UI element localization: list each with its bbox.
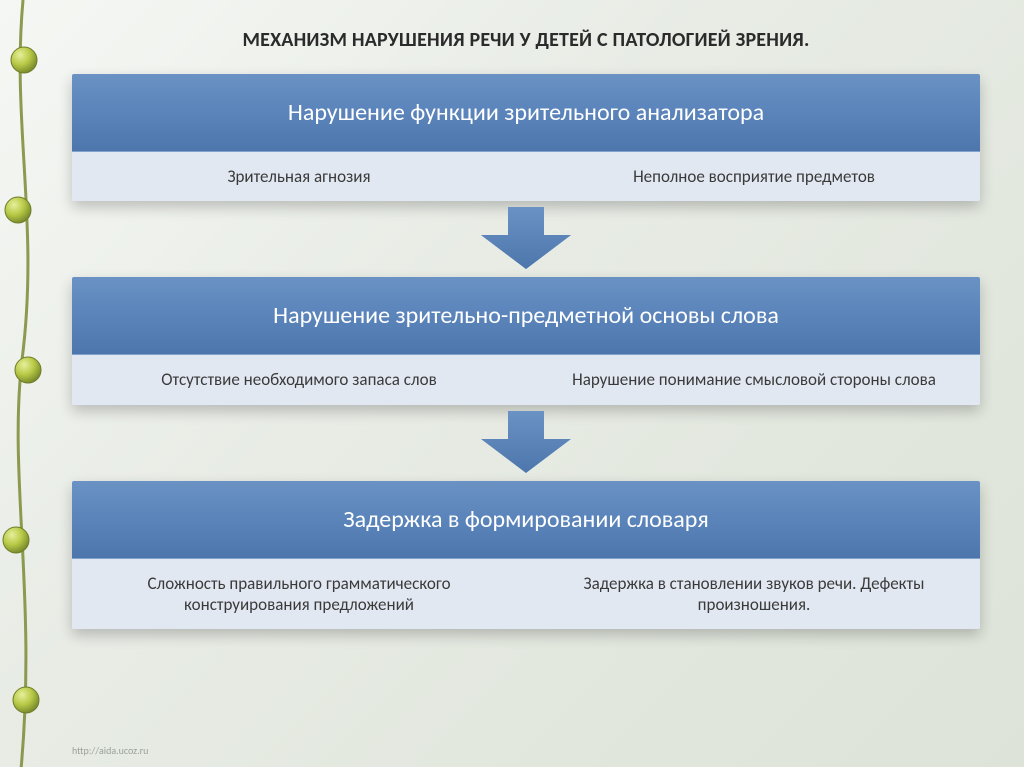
block-subrow-2: Отсутствие необходимого запаса слов Нару… bbox=[72, 355, 980, 404]
slide: МЕХАНИЗМ НАРУШЕНИЯ РЕЧИ У ДЕТЕЙ С ПАТОЛО… bbox=[0, 0, 1024, 767]
sub-cell-2a: Отсутствие необходимого запаса слов bbox=[72, 355, 526, 404]
sub-cell-3b: Задержка в становлении звуков речи. Дефе… bbox=[526, 559, 980, 630]
block-header-2: Нарушение зрительно-предметной основы сл… bbox=[72, 277, 980, 355]
block-subrow-3: Сложность правильного грамматического ко… bbox=[72, 559, 980, 630]
arrow-2 bbox=[72, 411, 980, 473]
page-title: МЕХАНИЗМ НАРУШЕНИЯ РЕЧИ У ДЕТЕЙ С ПАТОЛО… bbox=[72, 28, 980, 52]
down-arrow-icon bbox=[481, 207, 571, 269]
down-arrow-icon bbox=[481, 411, 571, 473]
sub-cell-1b: Неполное восприятие предметов bbox=[526, 152, 980, 201]
arrow-1 bbox=[72, 207, 980, 269]
footer-credit: http://aida.ucoz.ru bbox=[72, 744, 148, 757]
block-header-3: Задержка в формировании словаря bbox=[72, 481, 980, 559]
block-header-1: Нарушение функции зрительного анализатор… bbox=[72, 74, 980, 152]
sub-cell-2b: Нарушение понимание смысловой стороны сл… bbox=[526, 355, 980, 404]
flow-block-3: Задержка в формировании словаря Сложност… bbox=[72, 481, 980, 630]
flow-block-1: Нарушение функции зрительного анализатор… bbox=[72, 74, 980, 201]
sub-cell-3a: Сложность правильного грамматического ко… bbox=[72, 559, 526, 630]
flow-stack: Нарушение функции зрительного анализатор… bbox=[72, 74, 980, 749]
block-subrow-1: Зрительная агнозия Неполное восприятие п… bbox=[72, 152, 980, 201]
sub-cell-1a: Зрительная агнозия bbox=[72, 152, 526, 201]
flow-block-2: Нарушение зрительно-предметной основы сл… bbox=[72, 277, 980, 404]
